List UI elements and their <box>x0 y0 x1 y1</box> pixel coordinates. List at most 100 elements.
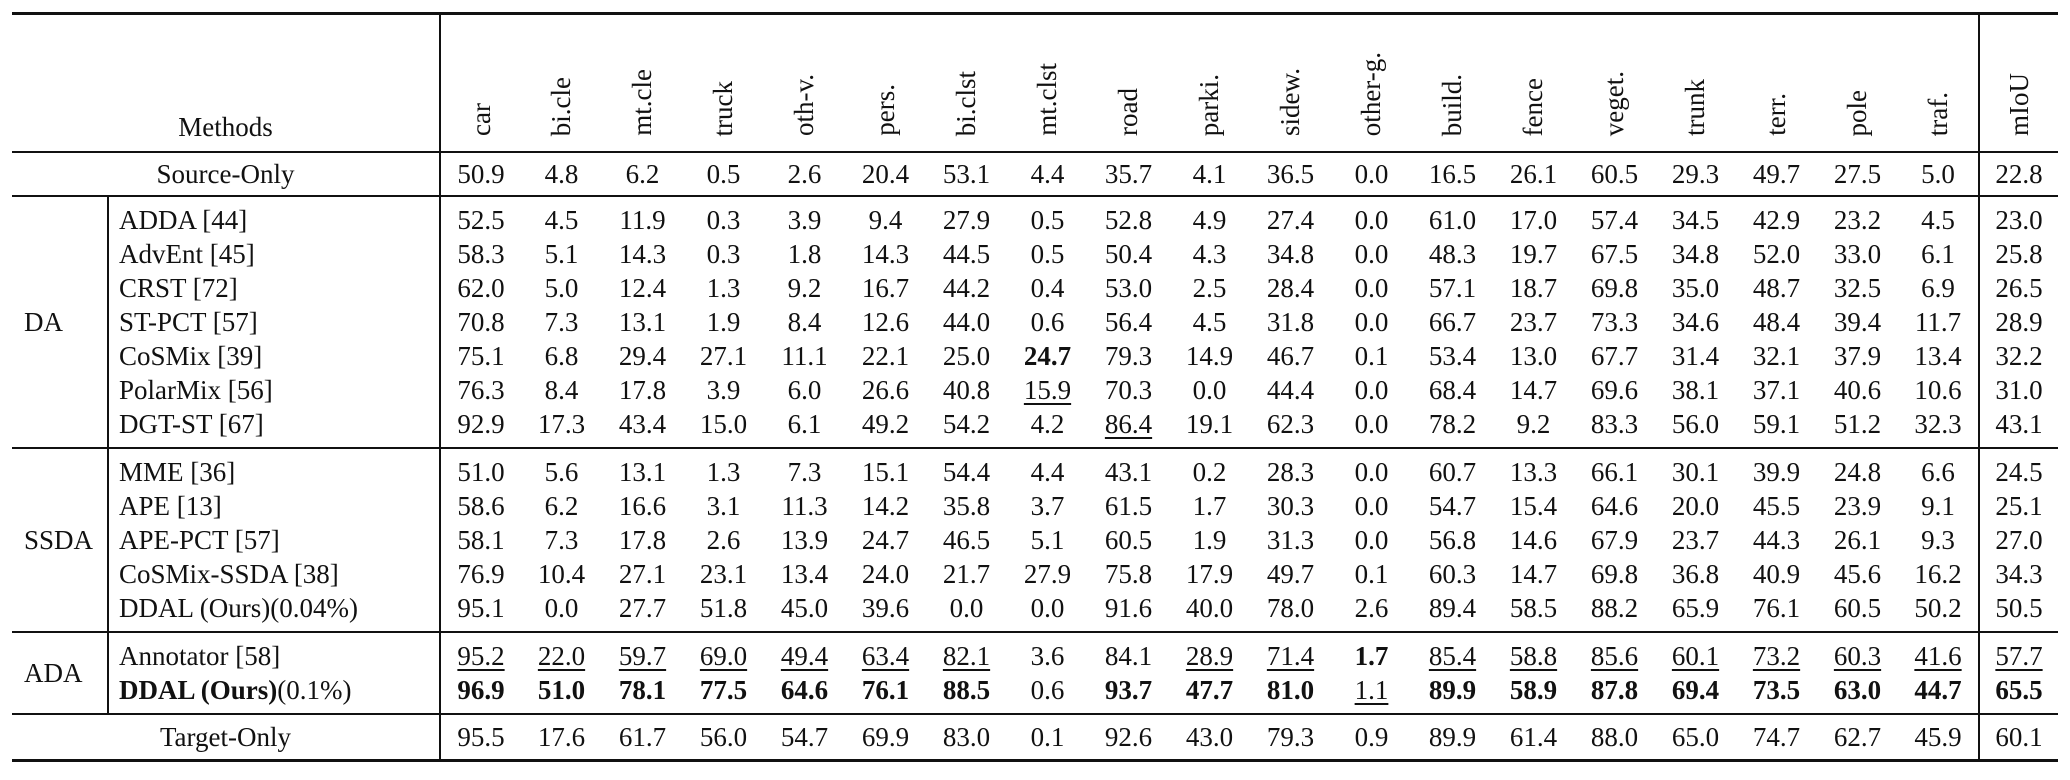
method-name: Source-Only <box>12 152 441 197</box>
table-cell: 44.3 <box>1752 525 1801 555</box>
column-header-label: pers. <box>870 84 900 136</box>
column-header: car <box>440 12 521 153</box>
method-name: APE [13] <box>108 489 441 523</box>
table-cell: 65.0 <box>1655 714 1736 762</box>
table-cell: 30.1 <box>1671 457 1720 487</box>
table-row: CoSMix [39] 75.1 6.8 29.4 27.1 11.1 22.1 25.0 24… <box>12 339 2058 373</box>
group-da: DA ADDA [44] 52.5 4.5 11.9 0.3 3.9 9.4 27.9 0.5 52… <box>12 196 2058 449</box>
table-cell: 54.7 <box>764 714 845 762</box>
table-cell: 0.9 <box>1331 714 1412 762</box>
table-cell: 69.0 <box>699 641 748 671</box>
table-cell: 63.4 <box>861 641 910 671</box>
table-cell: 0.4 <box>1030 273 1065 303</box>
table-cell: 45.5 <box>1752 491 1801 521</box>
table-cell: 4.9 <box>1192 205 1227 235</box>
table-cell: 5.0 <box>1898 152 1979 197</box>
table-cell: 14.3 <box>861 239 910 269</box>
table-cell: 57.4 <box>1590 205 1639 235</box>
table-cell: 5.0 <box>544 273 579 303</box>
table-cell: 91.6 <box>1088 591 1169 633</box>
table-row: APE [13] 58.6 6.2 16.6 3.1 11.3 14.2 35.8 3.7 61.… <box>12 489 2058 523</box>
table-cell: 1.7 <box>1354 641 1389 671</box>
table-cell: 0.2 <box>1192 457 1227 487</box>
table-cell: 52.0 <box>1752 239 1801 269</box>
table-cell: 81.0 <box>1250 673 1331 715</box>
table-cell: 65.9 <box>1655 591 1736 633</box>
table-cell: 86.4 <box>1088 407 1169 449</box>
table-cell: 0.0 <box>1354 239 1389 269</box>
table-cell: 45.0 <box>764 591 845 633</box>
table-cell: 17.8 <box>618 525 667 555</box>
table-cell: 6.8 <box>544 341 579 371</box>
table-cell: 29.3 <box>1655 152 1736 197</box>
table-cell: 9.2 <box>787 273 822 303</box>
table-cell: 13.0 <box>1509 341 1558 371</box>
table-cell: 38.1 <box>1671 375 1720 405</box>
table-cell: 13.1 <box>618 457 667 487</box>
table-cell: 44.4 <box>1266 375 1315 405</box>
column-header-label: bi.clst <box>951 70 981 136</box>
table-cell: 49.7 <box>1736 152 1817 197</box>
table-cell: 0.1 <box>1354 559 1389 589</box>
table-row: CoSMix-SSDA [38] 76.9 10.4 27.1 23.1 13.4 24.0… <box>12 557 2058 591</box>
table-cell: 3.9 <box>787 205 822 235</box>
method-name: ADDA [44] <box>108 196 441 237</box>
miou-cell: 27.0 <box>1978 523 2058 557</box>
table-cell: 31.3 <box>1266 525 1315 555</box>
table-cell: 49.4 <box>780 641 829 671</box>
table-cell: 18.7 <box>1509 273 1558 303</box>
table-cell: 14.9 <box>1185 341 1234 371</box>
column-header: mt.cle <box>602 12 683 153</box>
table-cell: 60.5 <box>1574 152 1655 197</box>
table-cell: 6.1 <box>1921 239 1955 269</box>
column-header: sidew. <box>1250 12 1331 153</box>
table-cell: 44.7 <box>1898 673 1979 715</box>
table-cell: 1.8 <box>787 239 822 269</box>
method-name: MME [36] <box>108 448 441 489</box>
table-cell: 26.6 <box>861 375 910 405</box>
table-cell: 88.2 <box>1574 591 1655 633</box>
table-cell: 64.6 <box>764 673 845 715</box>
table-cell: 53.0 <box>1104 273 1153 303</box>
table-cell: 58.9 <box>1493 673 1574 715</box>
miou-cell: 65.5 <box>1978 673 2058 715</box>
table-cell: 17.8 <box>618 375 667 405</box>
table-cell: 27.4 <box>1266 205 1315 235</box>
table-cell: 33.0 <box>1833 239 1882 269</box>
miou-cell: 25.8 <box>1978 237 2058 271</box>
table-row: ADA Annotator [58] 95.2 22.0 59.7 69.0 49.4 63.… <box>12 632 2058 715</box>
table-cell: 60.5 <box>1817 591 1898 633</box>
table-cell: 40.0 <box>1169 591 1250 633</box>
column-header-label: trunk <box>1680 79 1710 136</box>
table-cell: 31.4 <box>1671 341 1720 371</box>
table-cell: 85.4 <box>1428 641 1477 671</box>
table-cell: 76.1 <box>1736 591 1817 633</box>
table-cell: 92.6 <box>1088 714 1169 762</box>
table-cell: 0.0 <box>1354 205 1389 235</box>
table-cell: 4.4 <box>1007 152 1088 197</box>
table-cell: 71.4 <box>1266 641 1315 671</box>
table-cell: 95.2 <box>457 641 505 671</box>
table-cell: 21.7 <box>942 559 991 589</box>
miou-cell: 23.0 <box>1978 196 2058 237</box>
table-cell: 51.8 <box>683 591 764 633</box>
table-cell: 50.4 <box>1104 239 1153 269</box>
table-cell: 51.2 <box>1817 407 1898 449</box>
table-cell: 0.0 <box>521 591 602 633</box>
table-cell: 84.1 <box>1104 641 1153 671</box>
table-cell: 34.8 <box>1671 239 1720 269</box>
table-cell: 11.7 <box>1914 307 1962 337</box>
table-cell: 56.0 <box>1655 407 1736 449</box>
table-cell: 39.6 <box>845 591 926 633</box>
table-cell: 28.3 <box>1266 457 1315 487</box>
table-cell: 52.8 <box>1104 205 1153 235</box>
miou-cell: 24.5 <box>1978 448 2058 489</box>
table-cell: 17.3 <box>521 407 602 449</box>
table-cell: 14.7 <box>1509 559 1558 589</box>
table-cell: 35.0 <box>1671 273 1720 303</box>
method-name: PolarMix [56] <box>108 373 441 407</box>
method-name: AdvEnt [45] <box>108 237 441 271</box>
table-cell: 61.4 <box>1493 714 1574 762</box>
table-cell: 79.3 <box>1104 341 1153 371</box>
column-header-label: fence <box>1518 77 1548 136</box>
